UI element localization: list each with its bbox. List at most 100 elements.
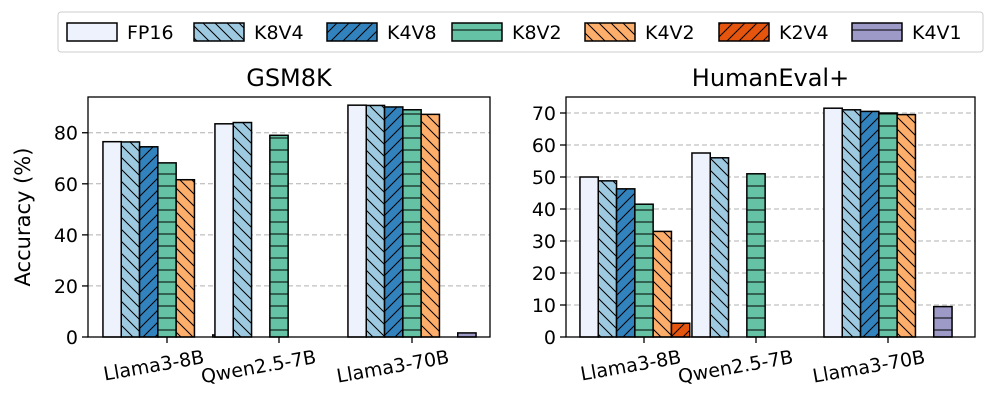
bar-qwen2-5-7b-k8v2: [746, 173, 766, 338]
humaneval-bars: [579, 107, 953, 338]
x-tick-label-llama3-8b: Llama3-8B: [579, 346, 683, 385]
gsm8k-axes-frame: [87, 96, 491, 338]
y-tick-label: 0: [544, 327, 556, 349]
humaneval-axes-frame: [565, 96, 976, 338]
y-tick-label: 50: [532, 167, 556, 189]
bar-llama3-8b-fp16: [102, 140, 122, 338]
humaneval-y-ticks: 0 10 20 30 40 50 60 70: [532, 103, 566, 349]
legend-item-k8v2: K8V2: [451, 22, 562, 44]
bar-llama3-8b-fp16: [579, 176, 600, 338]
bar-llama3-70b-k8v2: [402, 109, 422, 338]
bar-llama3-8b-k2v4: [670, 322, 691, 338]
bar-fill: [691, 153, 711, 337]
bar-qwen2-5-7b-k8v4: [232, 121, 253, 338]
y-tick-label: 20: [532, 263, 556, 285]
bar-hatch: [269, 135, 289, 337]
legend-swatch-border: [718, 22, 770, 42]
bar-hatch: [842, 109, 861, 337]
y-tick-label: 80: [54, 123, 78, 145]
legend-item-k8v4: K8V4: [193, 22, 304, 44]
legend-item-k2v4: K2V4: [718, 22, 829, 44]
bar-hatch: [653, 231, 672, 337]
humaneval-title: HumanEval+: [692, 64, 849, 92]
bar-hatch: [233, 122, 252, 337]
legend-item-k4v2: K4V2: [584, 22, 695, 44]
bar-fill: [347, 105, 367, 337]
bar-llama3-8b-k8v2: [157, 162, 177, 338]
y-tick-label: 60: [54, 174, 78, 196]
bar-llama3-70b-k8v4: [365, 104, 386, 338]
bar-llama3-70b-k8v4: [841, 109, 862, 338]
legend-item-k4v1: K4V1: [851, 22, 962, 44]
bar-fill: [579, 177, 599, 337]
bar-llama3-8b-k8v4: [120, 141, 141, 338]
legend-swatch-hatch: [327, 23, 377, 41]
x-tick-label-llama3-70b: Llama3-70B: [335, 346, 451, 387]
legend-swatch-hatch: [452, 23, 502, 41]
bar-hatch: [616, 188, 635, 337]
legend-label-fp16: FP16: [127, 22, 174, 44]
bar-hatch: [457, 332, 477, 337]
x-tick-label-llama3-8b: Llama3-8B: [102, 346, 206, 385]
gsm8k-y-ticks: 0 20 40 60 80: [54, 123, 88, 349]
bar-fill: [102, 141, 122, 337]
bar-fill: [214, 123, 234, 338]
legend-frame: [57, 11, 984, 53]
bar-hatch: [121, 141, 140, 337]
legend-swatch-border: [851, 22, 903, 42]
x-tick-label-qwen2-5-7b: Qwen2.5-7B: [676, 346, 794, 388]
bar-hatch: [878, 113, 898, 337]
y-tick-label: 0: [66, 327, 78, 349]
bar-hatch: [746, 173, 766, 337]
bar-llama3-70b-k4v8: [383, 106, 404, 338]
bar-llama3-8b-k4v2: [652, 230, 673, 338]
legend-label-k4v8: K4V8: [387, 22, 437, 44]
bar-hatch: [176, 179, 195, 337]
bar-hatch: [671, 323, 690, 337]
y-tick-label: 60: [532, 135, 556, 157]
legend-label-k4v1: K4V1: [912, 22, 962, 44]
y-tick-label: 10: [532, 295, 556, 317]
legend-label-k8v2: K8V2: [512, 22, 562, 44]
legend-swatch-border: [326, 22, 378, 42]
bar-hatch: [598, 180, 617, 337]
bar-hatch: [157, 162, 177, 337]
bar-hatch: [384, 106, 403, 337]
legend: FP16 K8V4 K4V8 K8V2 K4V2 K2V4 K4V1: [57, 11, 984, 53]
legend-item-fp16: FP16: [66, 22, 174, 44]
bar-hatch: [139, 146, 158, 337]
x-tick-label-qwen2-5-7b: Qwen2.5-7B: [199, 346, 317, 388]
y-tick-label: 40: [532, 199, 556, 221]
legend-item-k4v8: K4V8: [326, 22, 437, 44]
legend-swatch-hatch: [719, 23, 769, 41]
bar-qwen2-5-7b-k8v4: [709, 157, 730, 338]
y-tick-label: 70: [532, 103, 556, 125]
legend-swatch-border: [451, 22, 503, 42]
bar-llama3-70b-k4v2: [896, 113, 917, 338]
legend-swatch-border: [66, 22, 118, 42]
bar-llama3-8b-k4v8: [615, 188, 636, 338]
bar-llama3-8b-k4v2: [175, 178, 196, 338]
y-tick-label: 20: [54, 276, 78, 298]
x-tick-label-llama3-70b: Llama3-70B: [811, 346, 927, 387]
bar-hatch: [634, 204, 654, 337]
legend-label-k2v4: K2V4: [779, 22, 829, 44]
bar-hatch: [860, 111, 879, 338]
bar-fill: [823, 108, 843, 337]
humaneval-plus-panel: HumanEval+ 0 10 20 30 40 50 60 70 Llama3-8BQwen2.…: [532, 64, 976, 388]
y-axis-label: Accuracy (%): [11, 148, 35, 287]
bar-llama3-70b-k4v2: [420, 113, 441, 338]
legend-swatch-border: [193, 22, 245, 42]
bar-hatch: [366, 105, 385, 337]
bar-llama3-70b-fp16: [823, 107, 844, 338]
bar-llama3-70b-k8v2: [878, 112, 898, 338]
y-tick-label: 40: [54, 225, 78, 247]
bar-qwen2-5-7b-fp16: [691, 152, 712, 338]
legend-swatch-hatch: [194, 23, 244, 41]
gsm8k-bars: [102, 104, 477, 338]
bar-llama3-70b-fp16: [347, 104, 368, 338]
legend-label-k4v2: K4V2: [645, 22, 695, 44]
